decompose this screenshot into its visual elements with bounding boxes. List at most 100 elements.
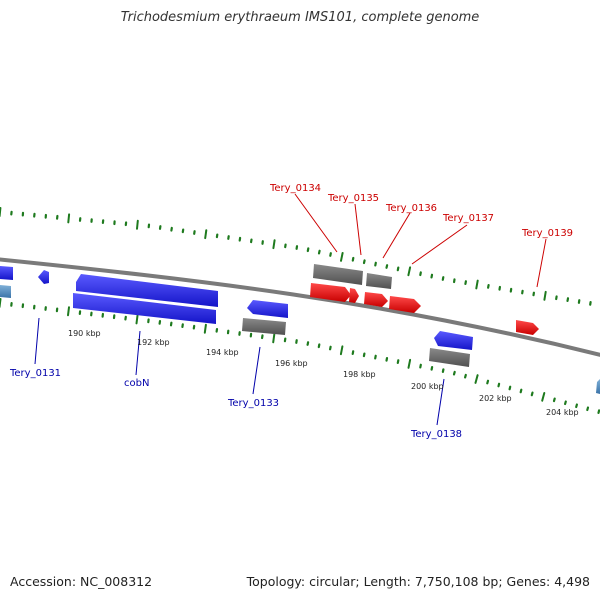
inner-ring-tick (552, 397, 556, 403)
inner-ring-tick (586, 406, 590, 412)
gene-feature-tery-0137[interactable] (389, 296, 421, 313)
genome-summary-text: Topology: circular; Length: 7,750,108 bp… (246, 574, 590, 589)
inner-ring-tick (385, 357, 389, 362)
gene-feature-tery-0136[interactable] (364, 292, 388, 307)
top-leaders (294, 193, 547, 288)
inner-ring-tick (419, 363, 422, 369)
outer-ring-tick (464, 280, 467, 285)
inner-ring-tick (135, 314, 139, 325)
top-gene-labels: Tery_0134 Tery_0135 Tery_0136 Tery_0137 … (269, 183, 573, 239)
outer-ring-tick (374, 261, 377, 267)
accession-text: Accession: NC_008312 (10, 574, 153, 589)
gene-label-tery-0139[interactable]: Tery_0139 (521, 228, 573, 239)
gene-label-cobn[interactable]: cobN (124, 378, 149, 389)
inner-ring-tick (519, 388, 523, 394)
inner-ring-tick (563, 400, 567, 406)
gene-label-tery-0136[interactable]: Tery_0136 (385, 203, 437, 214)
inner-ring-tick (486, 379, 490, 385)
inner-tick-ring (0, 298, 600, 414)
scale-labels: 190 kbp 192 kbp 194 kbp 196 kbp 198 kbp … (68, 329, 579, 417)
gene-feature-tery-0139[interactable] (516, 320, 539, 335)
rna-feature-gray-0133[interactable] (242, 318, 286, 335)
scale-label-194: 194 kbp (206, 348, 239, 357)
inner-ring-tick (329, 345, 332, 351)
outer-ring-tick (340, 252, 344, 262)
outer-ring-tick (566, 297, 570, 302)
inner-ring-tick (530, 391, 534, 397)
outer-ring-tick (204, 229, 208, 240)
gene-label-tery-0135[interactable]: Tery_0135 (327, 193, 379, 204)
outer-ring-tick (317, 249, 321, 255)
inner-ring-tick (497, 382, 501, 388)
gene-feature-tery-0138[interactable] (434, 331, 473, 350)
inner-ring-tick (575, 403, 579, 409)
inner-ring-tick (508, 385, 512, 391)
outer-ring-tick (419, 271, 422, 277)
inner-ring-tick (441, 368, 445, 373)
gene-label-tery-0133[interactable]: Tery_0133 (227, 398, 279, 409)
scale-label-196: 196 kbp (275, 359, 308, 368)
inner-ring-tick (351, 350, 355, 355)
inner-ring-tick (317, 343, 321, 349)
outer-ring-tick (475, 279, 479, 290)
scale-label-200: 200 kbp (411, 382, 444, 391)
gene-feature-tery-0133[interactable] (247, 300, 288, 318)
inner-ring-tick (541, 392, 546, 402)
inner-ring-tick (374, 354, 377, 360)
inner-ring-tick (407, 358, 412, 369)
outer-ring-tick (396, 266, 400, 272)
gene-label-tery-0138[interactable]: Tery_0138 (410, 429, 462, 440)
gene-label-tery-0131[interactable]: Tery_0131 (9, 368, 61, 379)
outer-ring-tick (407, 266, 412, 277)
outer-ring-tick (430, 273, 434, 279)
gene-label-tery-0137[interactable]: Tery_0137 (442, 213, 494, 224)
map-title: Trichodesmium erythraeum IMS101, complet… (120, 10, 480, 25)
scale-label-192: 192 kbp (137, 338, 170, 347)
inner-ring-tick (0, 298, 2, 308)
rna-feature-gray-0138[interactable] (429, 348, 470, 367)
inner-ring-tick (474, 374, 479, 384)
gene-feature-steel-right-edge[interactable] (596, 379, 600, 394)
outer-ring-tick (487, 284, 490, 289)
inner-ring-tick (362, 352, 366, 358)
rna-feature-gray-0135[interactable] (366, 273, 392, 289)
outer-ring-tick (543, 290, 547, 301)
outer-ring-tick (329, 252, 332, 257)
inner-ring-tick (597, 409, 600, 414)
scale-label-190: 190 kbp (68, 329, 101, 338)
outer-ring-tick (385, 264, 389, 269)
gene-label-tery-0134[interactable]: Tery_0134 (269, 183, 321, 194)
gene-feature-cobn-lower[interactable] (73, 293, 216, 324)
scale-label-202: 202 kbp (479, 394, 512, 403)
inner-ring-tick (339, 345, 344, 356)
outer-ring-tick (441, 276, 445, 281)
inner-ring-tick (272, 333, 276, 344)
outer-ring-tick (136, 219, 139, 230)
inner-ring-tick (67, 306, 70, 317)
gene-feature-small-blue-arrow[interactable] (38, 270, 49, 284)
outer-ring-tick (272, 239, 276, 250)
outer-ring-tick (351, 256, 355, 262)
scale-label-198: 198 kbp (343, 370, 376, 379)
gene-feature-tery-0134[interactable] (310, 283, 351, 302)
inner-ring-tick (306, 341, 310, 346)
gene-feature-tery-0135[interactable] (349, 288, 359, 303)
gene-feature-steel-left-edge[interactable] (0, 285, 11, 298)
scale-label-204: 204 kbp (546, 408, 579, 417)
inner-ring-tick (430, 366, 434, 371)
outer-ring-tick (67, 213, 71, 224)
genome-backbone (0, 257, 600, 357)
inner-ring-tick (464, 373, 467, 379)
bottom-gene-labels: Tery_0131 cobN Tery_0133 Tery_0138 (9, 368, 462, 440)
outer-tick-ring (0, 207, 592, 306)
inner-ring-tick (452, 370, 456, 376)
bottom-leaders (34, 317, 445, 426)
outer-ring-tick (362, 259, 366, 265)
inner-ring-tick (203, 323, 207, 334)
inner-ring-tick (396, 359, 400, 364)
rna-feature-gray-0134[interactable] (313, 264, 363, 285)
gene-feature-cobn-upper[interactable] (76, 274, 218, 307)
outer-ring-tick (306, 247, 310, 253)
gene-feature-blue-left-edge[interactable] (0, 266, 13, 280)
